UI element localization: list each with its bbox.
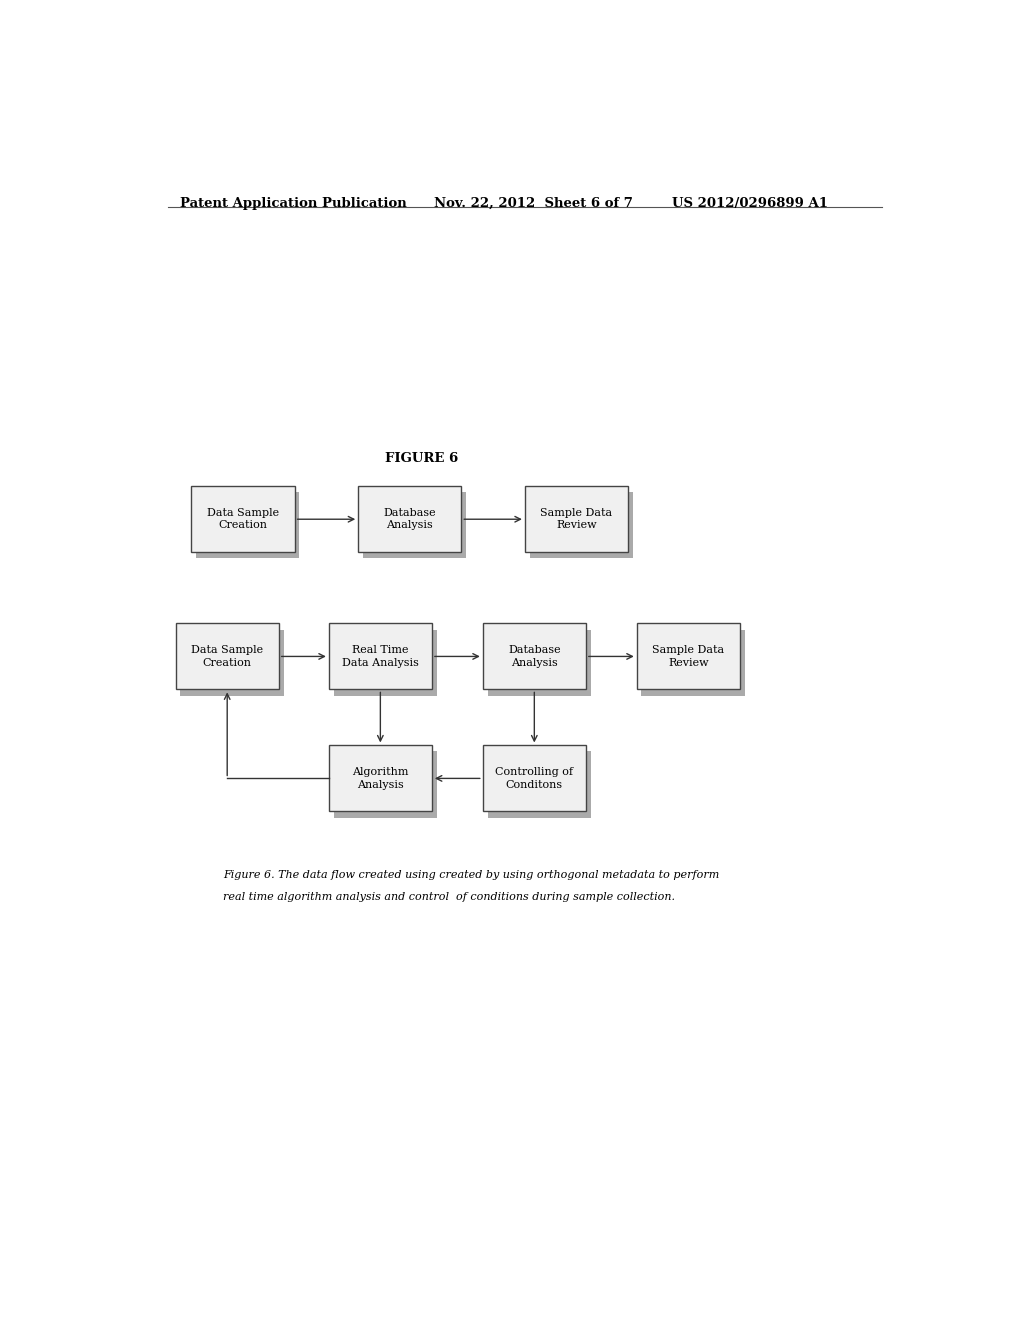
FancyBboxPatch shape	[637, 623, 740, 689]
Text: Data Sample
Creation: Data Sample Creation	[207, 508, 280, 531]
FancyBboxPatch shape	[334, 751, 436, 817]
FancyBboxPatch shape	[529, 492, 633, 558]
FancyBboxPatch shape	[329, 623, 432, 689]
FancyBboxPatch shape	[487, 751, 591, 817]
Text: Real Time
Data Analysis: Real Time Data Analysis	[342, 645, 419, 668]
Text: Sample Data
Review: Sample Data Review	[541, 508, 612, 531]
Text: Nov. 22, 2012  Sheet 6 of 7: Nov. 22, 2012 Sheet 6 of 7	[433, 197, 633, 210]
Text: US 2012/0296899 A1: US 2012/0296899 A1	[672, 197, 827, 210]
FancyBboxPatch shape	[641, 630, 744, 696]
FancyBboxPatch shape	[197, 492, 299, 558]
FancyBboxPatch shape	[482, 623, 586, 689]
FancyBboxPatch shape	[482, 746, 586, 812]
Text: Database
Analysis: Database Analysis	[508, 645, 560, 668]
FancyBboxPatch shape	[358, 486, 461, 552]
Text: Database
Analysis: Database Analysis	[383, 508, 436, 531]
Text: Data Sample
Creation: Data Sample Creation	[191, 645, 263, 668]
Text: FIGURE 6: FIGURE 6	[385, 451, 459, 465]
Text: Controlling of
Conditons: Controlling of Conditons	[496, 767, 573, 789]
FancyBboxPatch shape	[487, 630, 591, 696]
FancyBboxPatch shape	[524, 486, 628, 552]
Text: Patent Application Publication: Patent Application Publication	[179, 197, 407, 210]
Text: Algorithm
Analysis: Algorithm Analysis	[352, 767, 409, 789]
Text: Sample Data
Review: Sample Data Review	[652, 645, 724, 668]
FancyBboxPatch shape	[334, 630, 436, 696]
FancyBboxPatch shape	[191, 486, 295, 552]
FancyBboxPatch shape	[180, 630, 284, 696]
Text: Figure 6. The data flow created using created by using orthogonal metadata to pe: Figure 6. The data flow created using cr…	[223, 870, 720, 880]
FancyBboxPatch shape	[329, 746, 432, 812]
FancyBboxPatch shape	[362, 492, 466, 558]
Text: real time algorithm analysis and control  of conditions during sample collection: real time algorithm analysis and control…	[223, 892, 675, 903]
FancyBboxPatch shape	[176, 623, 279, 689]
